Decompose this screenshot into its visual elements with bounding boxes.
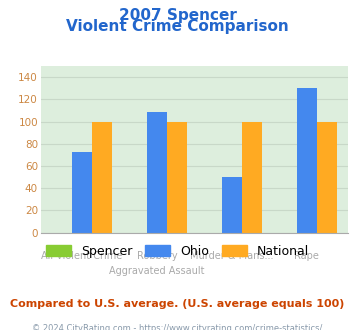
Text: 2007 Spencer: 2007 Spencer	[119, 8, 236, 23]
Text: Rape: Rape	[294, 251, 319, 261]
Bar	[167, 121, 187, 233]
Bar	[222, 177, 242, 233]
Bar	[296, 88, 317, 233]
Text: Robbery: Robbery	[137, 251, 177, 261]
Bar	[72, 151, 92, 233]
Text: Compared to U.S. average. (U.S. average equals 100): Compared to U.S. average. (U.S. average …	[10, 299, 345, 309]
Bar	[147, 112, 167, 233]
Text: Aggravated Assault: Aggravated Assault	[109, 266, 205, 276]
Text: All Violent Crime: All Violent Crime	[42, 251, 122, 261]
Legend: Spencer, Ohio, National: Spencer, Ohio, National	[41, 240, 314, 263]
Text: © 2024 CityRating.com - https://www.cityrating.com/crime-statistics/: © 2024 CityRating.com - https://www.city…	[32, 324, 323, 330]
Bar	[242, 121, 262, 233]
Text: Violent Crime Comparison: Violent Crime Comparison	[66, 19, 289, 34]
Text: Murder & Mans...: Murder & Mans...	[190, 251, 274, 261]
Bar	[92, 121, 112, 233]
Bar	[317, 121, 337, 233]
